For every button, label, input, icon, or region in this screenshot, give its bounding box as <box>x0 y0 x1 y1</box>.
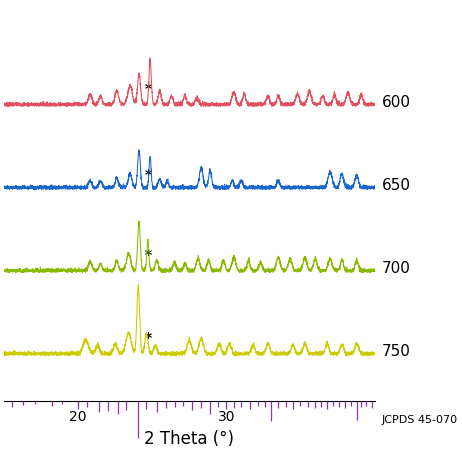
Text: *: * <box>145 248 152 262</box>
Text: 650: 650 <box>382 178 411 193</box>
Text: 750: 750 <box>382 344 411 359</box>
Text: *: * <box>145 82 152 96</box>
Text: 600: 600 <box>382 95 411 110</box>
Text: 700: 700 <box>382 261 411 276</box>
Text: JCPDS 45-070: JCPDS 45-070 <box>382 414 458 425</box>
X-axis label: 2 Theta (°): 2 Theta (°) <box>144 430 234 448</box>
Text: *: * <box>145 168 152 182</box>
Text: *: * <box>145 331 152 345</box>
